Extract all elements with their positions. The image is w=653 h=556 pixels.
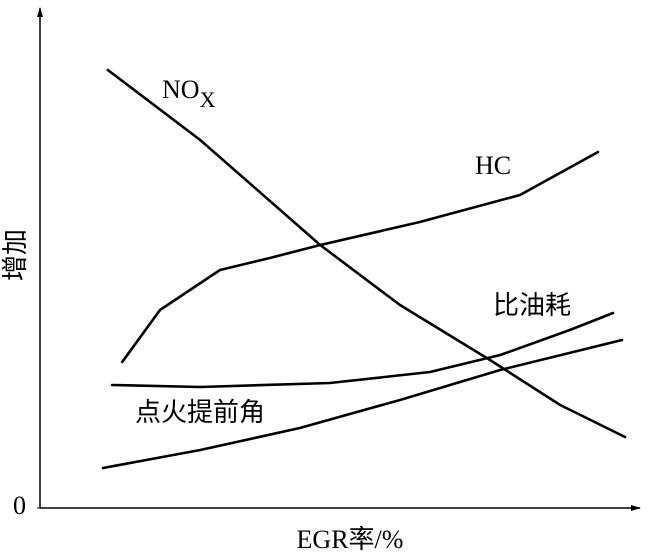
y-axis-label: 增加	[1, 229, 30, 281]
y-tick-label: 0	[13, 491, 26, 520]
series-label: HC	[475, 151, 511, 180]
series-label: 比油耗	[493, 291, 571, 320]
series-label: 点火提前角	[135, 398, 265, 427]
series-label: NOX	[162, 75, 216, 112]
line-series	[120, 150, 600, 364]
line-series	[110, 311, 615, 389]
x-axis-label: EGR率/%	[297, 525, 404, 554]
line-series	[101, 338, 624, 470]
line-series	[106, 68, 627, 439]
